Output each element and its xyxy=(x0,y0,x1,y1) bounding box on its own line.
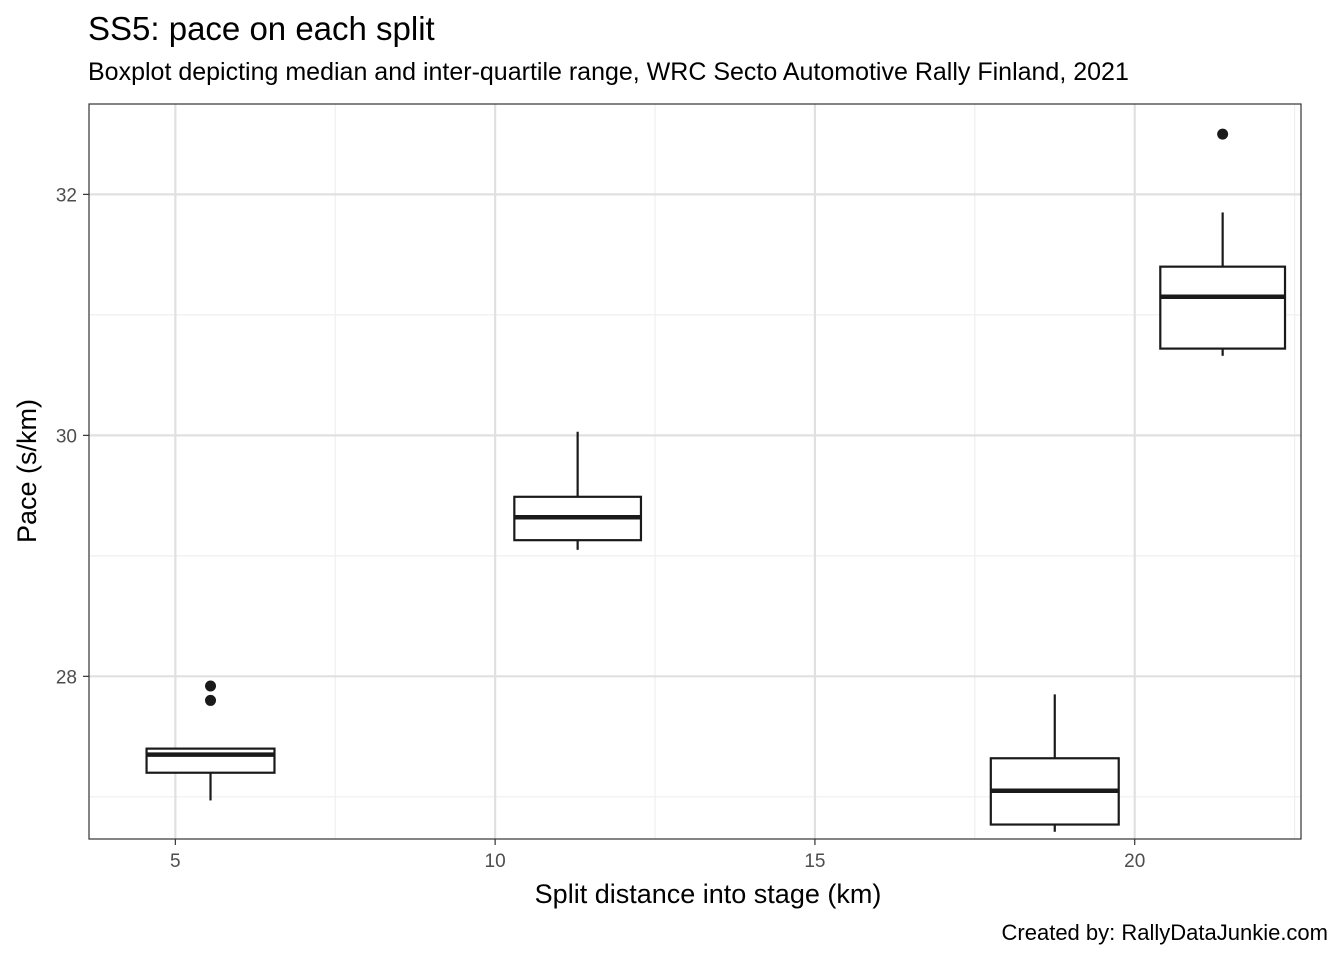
iqr-box xyxy=(145,747,276,774)
y-tick-label: 30 xyxy=(56,426,77,447)
y-tick-label: 32 xyxy=(56,185,77,206)
x-axis: 5 10 15 20 xyxy=(170,839,1145,872)
box-group xyxy=(1159,128,1287,356)
x-tick-label: 10 xyxy=(485,851,506,872)
x-tick-label: 15 xyxy=(804,851,825,872)
chart-title: SS5: pace on each split xyxy=(88,10,435,47)
outlier-point xyxy=(205,680,217,692)
outlier-point xyxy=(1217,128,1229,140)
major-gridlines xyxy=(89,104,1301,839)
minor-gridlines xyxy=(89,104,1301,839)
x-axis-title: Split distance into stage (km) xyxy=(535,879,882,909)
boxplot-series xyxy=(145,128,1287,832)
y-axis-title: Pace (s/km) xyxy=(12,399,42,543)
box-group xyxy=(989,694,1120,832)
iqr-box xyxy=(1159,265,1287,350)
x-tick-label: 5 xyxy=(170,851,181,872)
y-tick-label: 28 xyxy=(56,667,77,688)
chart-caption: Created by: RallyDataJunkie.com xyxy=(1001,920,1328,945)
chart-subtitle: Boxplot depicting median and inter-quart… xyxy=(88,58,1129,86)
box-group xyxy=(145,680,276,801)
outlier-point xyxy=(205,694,217,706)
panel-border xyxy=(88,103,1302,840)
y-axis: 28 30 32 xyxy=(56,185,89,688)
box-group xyxy=(513,431,643,550)
x-tick-label: 20 xyxy=(1124,851,1145,872)
